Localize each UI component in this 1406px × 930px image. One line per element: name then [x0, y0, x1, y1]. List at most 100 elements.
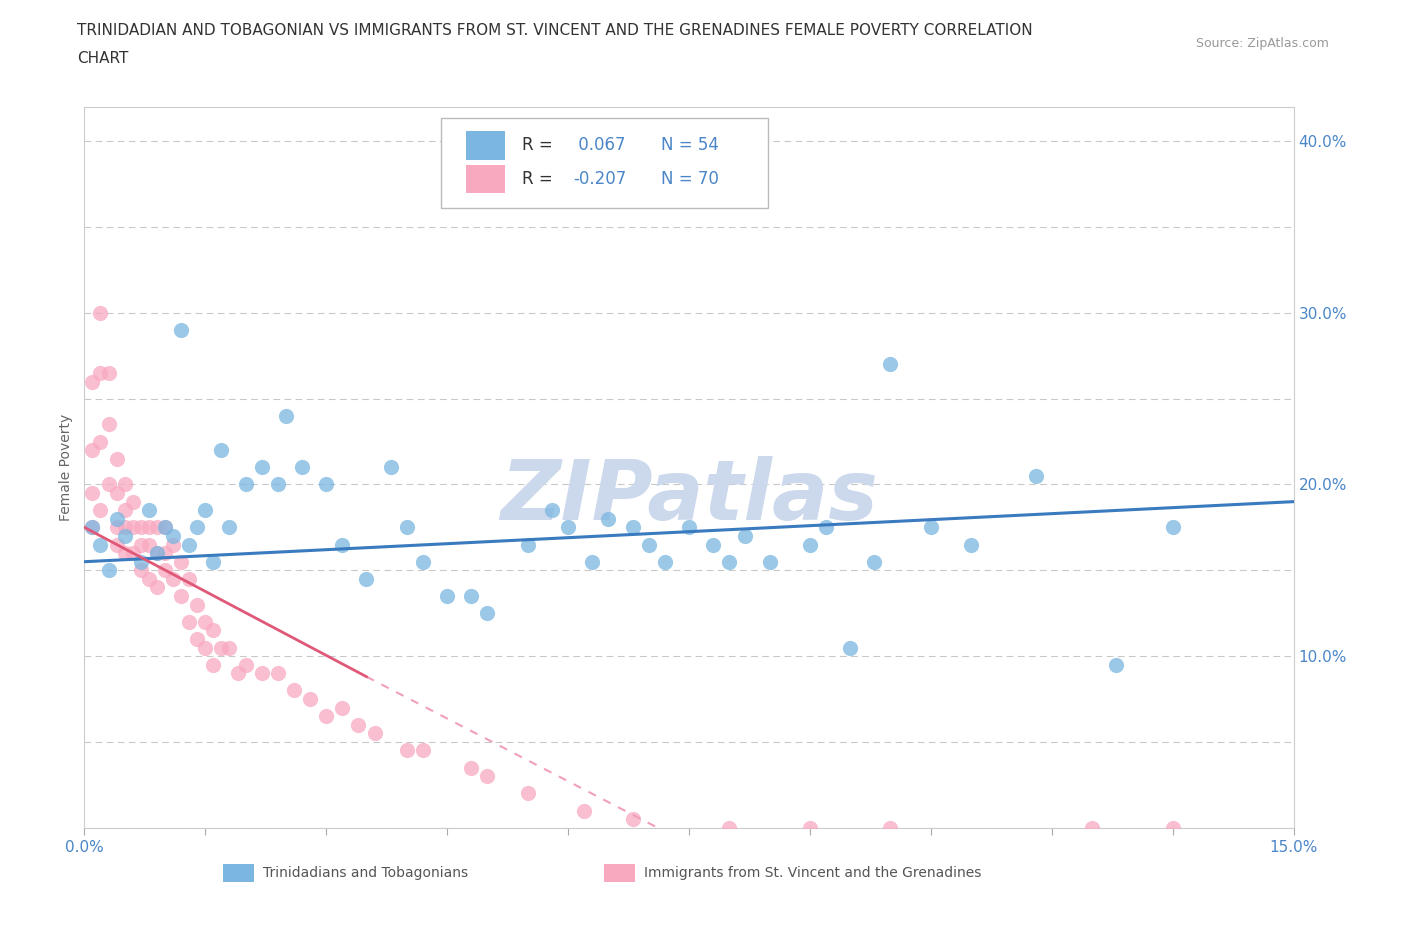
- Point: [89, 305, 111, 320]
- Point: [194, 615, 217, 630]
- Point: [121, 494, 143, 509]
- Point: [89, 434, 111, 449]
- Point: [153, 520, 176, 535]
- Point: [153, 520, 176, 535]
- Point: [235, 658, 257, 672]
- Bar: [467, 131, 505, 160]
- Text: 0.067: 0.067: [572, 136, 626, 154]
- FancyBboxPatch shape: [441, 118, 768, 208]
- Text: N = 54: N = 54: [661, 136, 718, 154]
- Point: [129, 538, 152, 552]
- Point: [82, 520, 104, 535]
- Point: [516, 786, 538, 801]
- Point: [218, 640, 240, 655]
- Text: ZIPatlas: ZIPatlas: [501, 456, 877, 537]
- Point: [460, 589, 482, 604]
- Point: [179, 538, 201, 552]
- Point: [283, 683, 305, 698]
- Point: [153, 546, 176, 561]
- Text: CHART: CHART: [77, 51, 129, 66]
- Point: [380, 460, 402, 474]
- Point: [105, 451, 128, 466]
- Point: [89, 365, 111, 380]
- Point: [121, 520, 143, 535]
- Point: [209, 443, 232, 458]
- Point: [179, 615, 201, 630]
- Point: [250, 666, 273, 681]
- Text: Source: ZipAtlas.com: Source: ZipAtlas.com: [1195, 37, 1329, 50]
- Point: [315, 477, 337, 492]
- Point: [356, 571, 378, 586]
- Point: [395, 520, 418, 535]
- Point: [146, 546, 169, 561]
- Point: [920, 520, 942, 535]
- Point: [814, 520, 837, 535]
- Point: [598, 512, 620, 526]
- Text: -0.207: -0.207: [572, 170, 626, 188]
- Point: [1025, 469, 1047, 484]
- Point: [179, 571, 201, 586]
- Point: [209, 640, 232, 655]
- Point: [572, 804, 595, 818]
- Point: [637, 538, 659, 552]
- Point: [186, 597, 208, 612]
- Point: [138, 571, 160, 586]
- Point: [105, 485, 128, 500]
- Point: [121, 546, 143, 561]
- Point: [363, 726, 385, 741]
- Point: [477, 605, 499, 620]
- Bar: [467, 165, 505, 193]
- Y-axis label: Female Poverty: Female Poverty: [59, 414, 73, 521]
- Point: [226, 666, 249, 681]
- Point: [82, 485, 104, 500]
- Point: [114, 528, 136, 543]
- Point: [291, 460, 314, 474]
- Point: [477, 769, 499, 784]
- Point: [105, 512, 128, 526]
- Point: [170, 323, 193, 338]
- Point: [162, 538, 184, 552]
- Point: [839, 640, 862, 655]
- Point: [82, 520, 104, 535]
- Point: [97, 365, 120, 380]
- Point: [1161, 820, 1184, 835]
- Point: [97, 417, 120, 432]
- Point: [194, 503, 217, 518]
- Point: [250, 460, 273, 474]
- Point: [146, 580, 169, 595]
- Point: [129, 563, 152, 578]
- Bar: [605, 864, 634, 882]
- Point: [129, 554, 152, 569]
- Point: [114, 477, 136, 492]
- Point: [153, 563, 176, 578]
- Point: [170, 589, 193, 604]
- Point: [299, 692, 322, 707]
- Point: [879, 820, 901, 835]
- Point: [89, 503, 111, 518]
- Text: Immigrants from St. Vincent and the Grenadines: Immigrants from St. Vincent and the Gren…: [644, 866, 981, 880]
- Point: [202, 623, 225, 638]
- Point: [718, 820, 741, 835]
- Point: [186, 631, 208, 646]
- Point: [114, 546, 136, 561]
- Point: [863, 554, 886, 569]
- Point: [654, 554, 676, 569]
- Point: [162, 571, 184, 586]
- Text: R =: R =: [522, 136, 558, 154]
- Point: [82, 443, 104, 458]
- Point: [541, 503, 564, 518]
- Point: [330, 700, 353, 715]
- Point: [105, 520, 128, 535]
- Point: [718, 554, 741, 569]
- Point: [621, 812, 644, 827]
- Point: [879, 357, 901, 372]
- Point: [702, 538, 724, 552]
- Point: [734, 528, 756, 543]
- Text: TRINIDADIAN AND TOBAGONIAN VS IMMIGRANTS FROM ST. VINCENT AND THE GRENADINES FEM: TRINIDADIAN AND TOBAGONIAN VS IMMIGRANTS…: [77, 23, 1033, 38]
- Point: [267, 477, 290, 492]
- Point: [460, 760, 482, 775]
- Point: [960, 538, 983, 552]
- Point: [194, 640, 217, 655]
- Point: [114, 503, 136, 518]
- Point: [678, 520, 700, 535]
